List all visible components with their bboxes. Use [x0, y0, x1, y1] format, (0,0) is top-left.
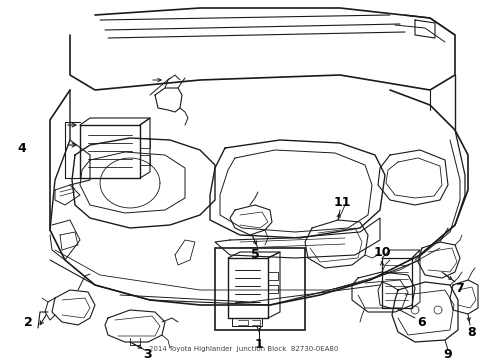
Bar: [215, 248, 305, 330]
Text: 3: 3: [143, 348, 152, 360]
Text: 9: 9: [443, 348, 451, 360]
Text: 7: 7: [455, 282, 464, 294]
Text: 1: 1: [254, 338, 263, 351]
Text: 2014 Toyota Highlander  Junction Block  82730-0EA80: 2014 Toyota Highlander Junction Block 82…: [149, 346, 338, 352]
Text: 6: 6: [417, 315, 426, 328]
Text: 10: 10: [372, 246, 390, 258]
Text: 5: 5: [250, 248, 259, 261]
Text: 8: 8: [467, 325, 475, 338]
Text: 2: 2: [23, 315, 32, 328]
Text: 11: 11: [332, 195, 350, 208]
Text: 4: 4: [18, 141, 26, 154]
